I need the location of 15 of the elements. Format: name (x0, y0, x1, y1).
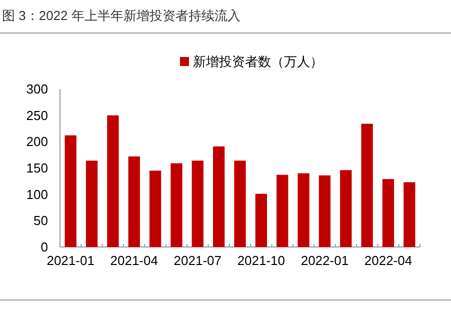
y-tick-label: 250 (26, 108, 48, 123)
x-tick-label: 2021-04 (110, 253, 158, 268)
x-tick-label: 2021-10 (237, 253, 286, 268)
x-tick-label: 2021-01 (46, 253, 94, 268)
y-tick-label: 200 (26, 134, 48, 150)
y-tick-label: 100 (26, 186, 48, 202)
chart-title: 图 3：2022 年上半年新增投资者持续流入 (2, 8, 240, 23)
y-tick-label: 50 (34, 213, 48, 228)
x-tick-label: 2022-01 (300, 253, 349, 268)
y-tick-label: 300 (26, 82, 48, 96)
legend-label: 新增投资者数（万人） (193, 54, 323, 69)
x-tick-label: 2021-07 (174, 253, 222, 268)
y-tick-label: 150 (26, 160, 48, 176)
x-tick-label: 2022-04 (364, 253, 412, 268)
y-tick-label: 0 (40, 240, 48, 254)
